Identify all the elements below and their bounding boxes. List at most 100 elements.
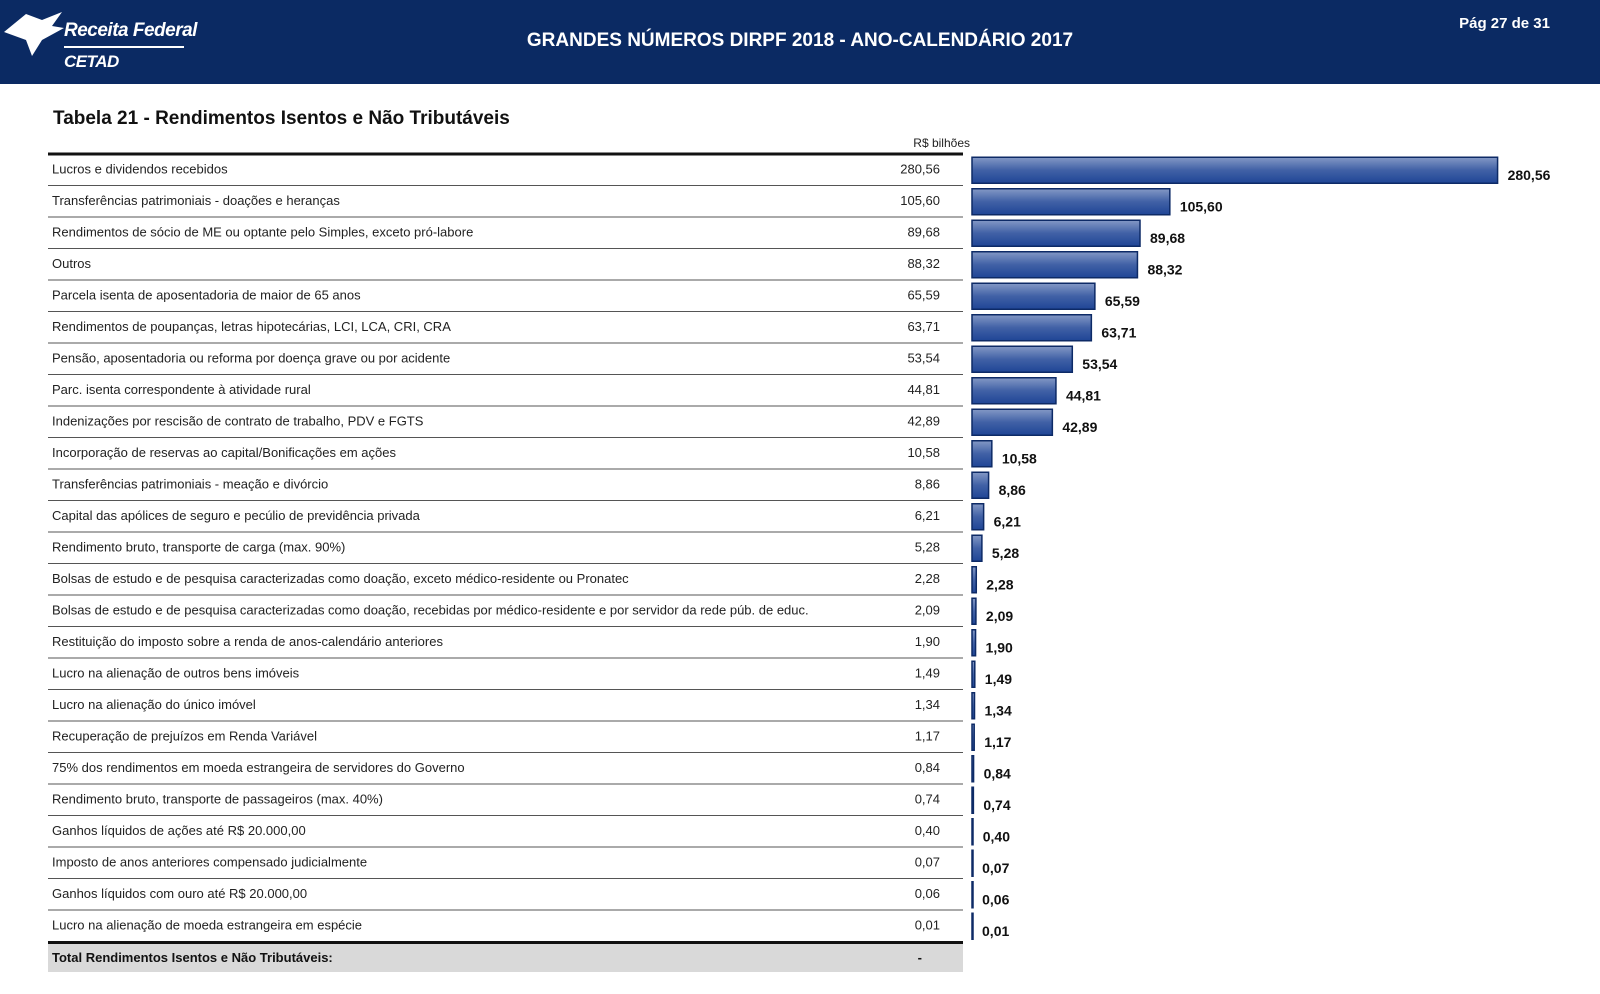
row-label: Transferências patrimoniais - doações e … [52, 193, 340, 208]
row-label: Restituição do imposto sobre a renda de … [52, 634, 443, 649]
bar [971, 786, 975, 814]
row-value: 1,17 [915, 729, 940, 744]
bar-value-label: 44,81 [1066, 387, 1101, 403]
bar [971, 755, 975, 783]
bar [971, 188, 1171, 216]
bar-value-label: 2,09 [986, 608, 1013, 624]
row-label: Rendimentos de poupanças, letras hipotec… [52, 319, 451, 334]
bar [971, 219, 1141, 247]
logo-unit: CETAD [64, 52, 119, 71]
bar [971, 156, 1499, 184]
bar-value-label: 65,59 [1105, 293, 1140, 309]
row-value: 0,40 [915, 823, 940, 838]
bar-value-label: 105,60 [1180, 198, 1223, 214]
row-label: Lucro na alienação de outros bens imóvei… [52, 666, 300, 681]
row-label: Pensão, aposentadoria ou reforma por doe… [52, 351, 450, 366]
row-label: Outros [52, 256, 92, 271]
bar-value-label: 0,07 [982, 860, 1009, 876]
row-value: 2,28 [915, 571, 940, 586]
row-label: Rendimento bruto, transporte de carga (m… [52, 540, 345, 555]
bar [971, 377, 1057, 405]
row-label: Bolsas de estudo e de pesquisa caracteri… [52, 571, 629, 586]
table-title: Tabela 21 - Rendimentos Isentos e Não Tr… [53, 108, 510, 129]
logo-name: Receita Federal [64, 20, 197, 41]
bar-value-label: 1,90 [986, 639, 1013, 655]
row-value: 44,81 [907, 382, 940, 397]
row-label: Transferências patrimoniais - meação e d… [52, 477, 328, 492]
bar-value-label: 0,01 [982, 923, 1009, 939]
total-label: Total Rendimentos Isentos e Não Tributáv… [52, 950, 333, 965]
row-label: Incorporação de reservas ao capital/Boni… [52, 445, 396, 460]
logo-icon [4, 12, 64, 56]
bar [971, 251, 1139, 279]
row-label: Lucro na alienação de moeda estrangeira … [52, 918, 362, 933]
document-title: GRANDES NÚMEROS DIRPF 2018 - ANO-CALENDÁ… [526, 30, 1074, 51]
bar-value-label: 63,71 [1101, 324, 1136, 340]
bar [971, 849, 974, 877]
row-label: Ganhos líquidos com ouro até R$ 20.000,0… [52, 886, 307, 901]
logo-rule [64, 46, 184, 48]
bar [971, 723, 975, 751]
bar [971, 440, 993, 468]
bar-value-label: 1,49 [985, 671, 1012, 687]
bar [971, 566, 978, 594]
row-value: 8,86 [915, 477, 940, 492]
row-value: 280,56 [900, 162, 940, 177]
row-label: Lucro na alienação do único imóvel [52, 697, 256, 712]
row-value: 0,01 [915, 918, 940, 933]
row-value: 65,59 [907, 288, 940, 303]
row-value: 6,21 [915, 508, 940, 523]
bar-value-label: 1,34 [985, 702, 1012, 718]
row-label: Capital das apólices de seguro e pecúlio… [52, 508, 421, 523]
bar [971, 692, 976, 720]
row-label: Rendimento bruto, transporte de passagei… [52, 792, 383, 807]
bar [971, 503, 985, 531]
bar [971, 471, 990, 499]
row-label: Ganhos líquidos de ações até R$ 20.000,0… [52, 823, 306, 838]
bar-value-label: 0,40 [983, 828, 1010, 844]
bar [971, 660, 976, 688]
row-label: 75% dos rendimentos em moeda estrangeira… [52, 760, 465, 775]
row-label: Recuperação de prejuízos em Renda Variáv… [52, 729, 317, 744]
bar-value-label: 5,28 [992, 545, 1019, 561]
bar-value-label: 0,84 [984, 765, 1011, 781]
bar-value-label: 89,68 [1150, 230, 1185, 246]
unit-label: R$ bilhões [913, 136, 970, 150]
bar-value-label: 6,21 [994, 513, 1021, 529]
bar [971, 408, 1054, 436]
bar-value-label: 1,17 [984, 734, 1011, 750]
row-value: 10,58 [907, 445, 940, 460]
bar-value-label: 53,54 [1082, 356, 1117, 372]
bar-value-label: 2,28 [986, 576, 1013, 592]
row-label: Parcela isenta de aposentadoria de maior… [52, 288, 361, 303]
row-value: 0,06 [915, 886, 940, 901]
row-value: 0,07 [915, 855, 940, 870]
header-band: Receita Federal CETAD GRANDES NÚMEROS DI… [0, 0, 1600, 84]
bar-value-label: 88,32 [1147, 261, 1182, 277]
row-label: Rendimentos de sócio de ME ou optante pe… [52, 225, 473, 240]
bar [971, 597, 977, 625]
bar-value-label: 280,56 [1508, 167, 1551, 183]
row-label: Bolsas de estudo e de pesquisa caracteri… [52, 603, 809, 618]
page-number: Pág 27 de 31 [1459, 15, 1550, 32]
bar-value-label: 8,86 [999, 482, 1026, 498]
row-value: 53,54 [907, 351, 940, 366]
bar [971, 818, 974, 846]
row-value: 1,90 [915, 634, 940, 649]
bar-value-label: 42,89 [1062, 419, 1097, 435]
bar [971, 629, 977, 657]
row-value: 88,32 [907, 256, 940, 271]
bar [971, 314, 1093, 342]
bar [971, 881, 974, 909]
bar [971, 345, 1074, 373]
row-value: 0,74 [915, 792, 940, 807]
row-value: 5,28 [915, 540, 940, 555]
row-label: Indenizações por rescisão de contrato de… [52, 414, 424, 429]
bar-value-label: 0,06 [982, 891, 1009, 907]
row-value: 2,09 [915, 603, 940, 618]
bar [971, 534, 983, 562]
row-label: Imposto de anos anteriores compensado ju… [52, 855, 367, 870]
